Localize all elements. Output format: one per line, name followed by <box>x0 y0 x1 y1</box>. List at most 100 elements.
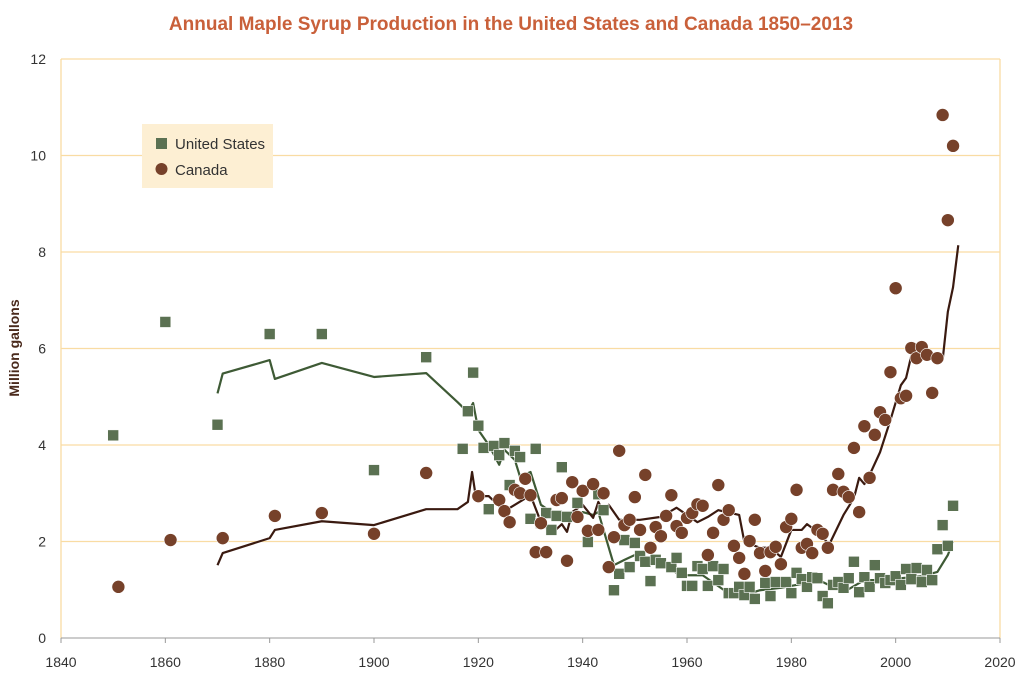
united-states-point <box>769 576 782 588</box>
canada-point <box>841 490 856 504</box>
canada-point <box>497 504 512 518</box>
canada-point <box>852 505 866 519</box>
united-states-point <box>749 593 761 605</box>
united-states-point <box>655 557 667 570</box>
x-tick-label: 1940 <box>567 654 598 670</box>
canada-point <box>575 484 590 498</box>
x-tick-label: 2020 <box>984 654 1015 670</box>
united-states-point <box>743 581 756 593</box>
canada-point <box>711 478 726 492</box>
united-states-point <box>514 451 526 463</box>
united-states-point <box>764 590 777 602</box>
x-tick-label: 2000 <box>880 654 911 670</box>
united-states-point <box>629 537 641 549</box>
united-states-point <box>931 543 944 556</box>
united-states-point <box>107 429 119 442</box>
united-states-point <box>613 568 625 580</box>
united-states-point <box>702 580 714 592</box>
canada-point <box>570 510 585 524</box>
canada-point <box>737 567 752 581</box>
united-states-point <box>848 555 860 568</box>
canada-point <box>607 530 621 544</box>
canada-point <box>867 428 882 442</box>
canada-point <box>857 419 872 433</box>
canada-point <box>586 477 600 491</box>
united-states-point <box>822 597 834 610</box>
united-states-point <box>670 552 683 564</box>
x-tick-label: 1840 <box>45 654 76 670</box>
canada-point <box>831 467 846 481</box>
canada-point <box>727 539 741 553</box>
united-states-point <box>368 464 380 476</box>
canada-point <box>784 512 799 526</box>
united-states-point <box>910 562 923 574</box>
legend-marker-united-states <box>156 138 167 149</box>
united-states-point <box>498 437 511 449</box>
united-states-point <box>211 418 224 431</box>
y-axis-label: Million gallons <box>6 299 22 396</box>
united-states-point <box>482 503 495 515</box>
united-states-point <box>936 519 949 531</box>
y-tick-label: 8 <box>38 244 46 260</box>
canada-point <box>888 281 903 295</box>
canada-point <box>419 466 433 480</box>
united-states-point <box>582 536 594 548</box>
y-tick-label: 6 <box>38 341 46 357</box>
united-states-point <box>921 564 933 576</box>
canada-point <box>732 551 746 565</box>
chart-title: Annual Maple Syrup Production in the Uni… <box>169 14 853 35</box>
canada-point <box>821 540 835 555</box>
united-states-point <box>644 575 657 587</box>
canada-point <box>554 491 569 505</box>
legend-marker-canada <box>155 163 168 175</box>
united-states-point <box>900 563 912 575</box>
canada-point <box>560 553 574 568</box>
united-states-point <box>623 561 636 573</box>
x-tick-label: 1880 <box>254 654 285 670</box>
canada-point <box>664 488 679 502</box>
canada-point <box>701 548 715 562</box>
y-tick-label: 4 <box>38 437 46 453</box>
canada-trend-line <box>216 245 960 566</box>
canada-point <box>941 213 955 227</box>
canada-point <box>523 488 538 502</box>
united-states-point <box>597 504 610 516</box>
canada-point <box>633 523 647 537</box>
canada-point <box>622 512 637 527</box>
canada-point <box>899 388 913 403</box>
canada-point <box>946 139 960 153</box>
united-states-point <box>462 405 474 418</box>
canada-point <box>534 516 548 530</box>
canada-point <box>591 523 606 537</box>
x-tick-label: 1980 <box>776 654 807 670</box>
united-states-point <box>472 419 485 432</box>
united-states-point <box>863 581 876 593</box>
x-tick-label: 1960 <box>671 654 702 670</box>
canada-point <box>721 503 736 517</box>
canada-point <box>789 483 804 497</box>
canada-point <box>654 529 668 543</box>
united-states-point <box>785 587 798 599</box>
united-states-point <box>780 576 792 588</box>
canada-point <box>815 526 830 541</box>
y-tick-label: 2 <box>38 534 46 550</box>
canada-point <box>638 468 653 482</box>
united-states-point <box>712 574 725 586</box>
united-states-point <box>942 540 954 552</box>
united-states-point <box>675 567 688 579</box>
canada-point <box>674 526 689 540</box>
x-tick-label: 1860 <box>150 654 181 670</box>
canada-point <box>565 475 580 489</box>
united-states-point <box>456 443 469 455</box>
canada-point <box>695 498 710 513</box>
united-states-point <box>477 442 490 454</box>
united-states-point <box>467 366 479 379</box>
legend-label-united-states: United States <box>175 136 265 153</box>
united-states-point <box>707 560 719 572</box>
canada-point <box>758 564 773 578</box>
united-states-point <box>868 559 881 571</box>
united-states-point <box>159 316 172 328</box>
united-states-point <box>263 328 276 340</box>
canada-point <box>471 489 486 503</box>
canada-point <box>706 526 720 540</box>
